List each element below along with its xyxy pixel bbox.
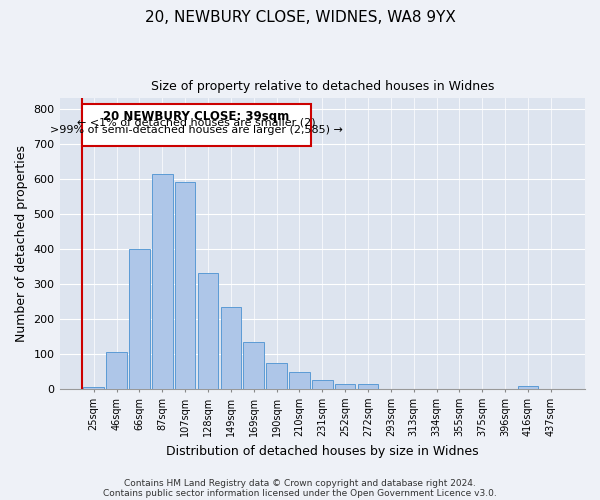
Bar	[106, 352, 127, 389]
Text: ← <1% of detached houses are smaller (2): ← <1% of detached houses are smaller (2)	[77, 118, 316, 128]
Bar	[175, 182, 196, 389]
Bar	[129, 249, 150, 389]
Bar	[266, 363, 287, 389]
Bar	[83, 388, 104, 389]
Bar	[198, 274, 218, 389]
Bar	[335, 384, 355, 389]
Title: Size of property relative to detached houses in Widnes: Size of property relative to detached ho…	[151, 80, 494, 93]
Text: 20, NEWBURY CLOSE, WIDNES, WA8 9YX: 20, NEWBURY CLOSE, WIDNES, WA8 9YX	[145, 10, 455, 25]
X-axis label: Distribution of detached houses by size in Widnes: Distribution of detached houses by size …	[166, 444, 479, 458]
Text: Contains public sector information licensed under the Open Government Licence v3: Contains public sector information licen…	[103, 488, 497, 498]
Text: >99% of semi-detached houses are larger (2,585) →: >99% of semi-detached houses are larger …	[50, 124, 343, 134]
Text: 20 NEWBURY CLOSE: 39sqm: 20 NEWBURY CLOSE: 39sqm	[103, 110, 290, 122]
Text: Contains HM Land Registry data © Crown copyright and database right 2024.: Contains HM Land Registry data © Crown c…	[124, 478, 476, 488]
Bar	[244, 342, 264, 389]
Bar	[289, 372, 310, 389]
Bar	[518, 386, 538, 389]
Bar	[152, 174, 173, 389]
Bar	[221, 306, 241, 389]
Bar	[312, 380, 332, 389]
FancyBboxPatch shape	[82, 104, 311, 146]
Bar	[358, 384, 378, 389]
Y-axis label: Number of detached properties: Number of detached properties	[15, 145, 28, 342]
